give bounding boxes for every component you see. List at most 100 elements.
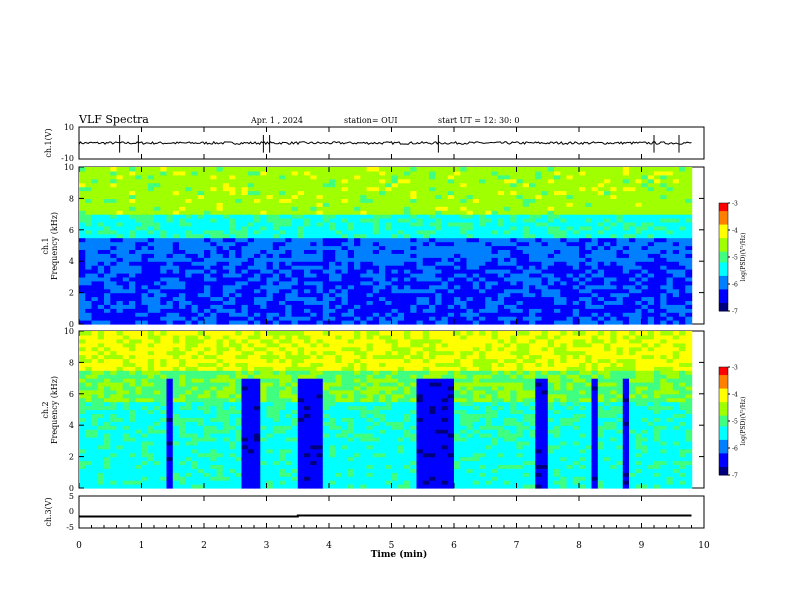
spectrogram-cell (154, 366, 161, 371)
spectrogram-cell (354, 233, 361, 239)
spectrogram-cell (210, 346, 218, 352)
spectrogram-cell (647, 276, 655, 282)
spectrogram-cell (354, 241, 361, 247)
spectrogram-cell (91, 304, 99, 309)
spectrogram-cell (516, 174, 524, 180)
spectrogram-cell (422, 218, 430, 223)
spectrogram-cell (347, 178, 355, 184)
spectrogram-cell (154, 476, 161, 481)
spectrogram-cell (341, 269, 349, 274)
spectrogram-cell (97, 304, 105, 309)
spectrogram-cell (97, 221, 105, 227)
spectrogram-cell (566, 261, 574, 266)
spectrogram-cell (329, 221, 336, 227)
spectrogram-cell (229, 429, 236, 434)
spectrogram-cell (454, 233, 461, 239)
spectrogram-cell (329, 245, 336, 250)
spectrogram-cell (222, 468, 230, 473)
spectrogram-cell (629, 300, 636, 305)
spectrogram-cell (616, 300, 624, 305)
spectrogram-cell (397, 233, 405, 239)
spectrogram-cell (635, 167, 643, 172)
spectrogram-cell (110, 362, 118, 367)
spectrogram-cell (185, 413, 193, 418)
spectrogram-cell (260, 280, 268, 286)
spectrogram-cell (135, 421, 143, 426)
spectrogram-cell (91, 257, 99, 262)
spectrogram-cell (404, 186, 411, 192)
spectrogram-cell (360, 202, 368, 207)
spectrogram-cell (616, 316, 624, 321)
spectrogram-cell (391, 241, 399, 247)
spectrogram-cell (591, 300, 599, 305)
spectrogram-cell (360, 269, 368, 274)
spectrogram-cell (91, 370, 99, 375)
spectrogram-cell (322, 276, 330, 282)
spectrogram-cell (110, 225, 118, 231)
spectrogram-cell (385, 225, 393, 231)
spectrogram-cell (222, 276, 230, 282)
station-label: station= OUI (344, 116, 398, 125)
spectrogram-cell (179, 190, 186, 196)
spectrogram-cell (529, 292, 536, 298)
spectrogram-cell (529, 261, 536, 266)
spectrogram-cell (341, 237, 349, 243)
spectrogram-cell (79, 362, 86, 367)
spectrogram-cell (541, 304, 549, 309)
spectrogram-cell (422, 296, 430, 301)
spectrogram-cell (222, 288, 230, 294)
spectrogram-cell (185, 338, 193, 344)
spectrogram-cell (410, 288, 418, 294)
spectrogram-cell (166, 186, 174, 192)
spectrogram-cell (179, 261, 186, 266)
spectrogram-cell (135, 276, 143, 282)
spectrogram-cell (479, 202, 486, 207)
spectrogram-cell (341, 233, 349, 239)
spectrogram-cell (535, 174, 543, 180)
spectrogram-cell (197, 338, 205, 344)
spectrogram-cell (329, 296, 336, 301)
spectrogram-cell (141, 374, 149, 379)
spectrogram-cell (135, 460, 143, 465)
spectrogram-cell (254, 170, 261, 176)
spectrogram-cell (429, 170, 436, 176)
spectrogram-cell (354, 194, 361, 199)
spectrogram-cell (147, 261, 155, 266)
spectrogram-cell (547, 296, 555, 301)
spectrogram-cell (160, 253, 168, 258)
spectrogram-cell (172, 464, 180, 469)
spectrogram-cell (410, 253, 418, 258)
spectrogram-cell (322, 316, 330, 321)
spectrogram-cell (541, 237, 549, 243)
spectrogram-cell (397, 284, 405, 290)
spectrogram-cell (310, 249, 318, 254)
spectrogram-cell (110, 334, 118, 340)
spectrogram-cell (122, 182, 130, 188)
spectrogram-cell (85, 417, 93, 422)
spectrogram-cell (141, 397, 149, 403)
spectrogram-cell (216, 480, 224, 485)
spectrogram-cell (429, 304, 436, 309)
spectrogram-cell (266, 296, 274, 301)
spectrogram-cell (129, 257, 136, 262)
spectrogram-cell (347, 269, 355, 274)
spectrogram-cell (454, 273, 461, 278)
spectrogram-cell (97, 464, 105, 469)
spectrogram-cell (185, 409, 193, 414)
spectrogram-cell (135, 292, 143, 298)
spectrogram-cell (97, 300, 105, 305)
spectrogram-cell (110, 245, 118, 250)
spectrogram-cell (666, 296, 674, 301)
spectrogram-cell (635, 218, 643, 223)
spectrogram-cell (141, 316, 149, 321)
spectrogram-cell (585, 186, 593, 192)
spectrogram-cell (479, 249, 486, 254)
spectrogram-cell (535, 304, 543, 309)
spectrogram-cell (479, 214, 486, 219)
spectrogram-cell (241, 276, 249, 282)
spectrogram-cell (135, 413, 143, 418)
spectrogram-cell (154, 190, 161, 196)
spectrogram-cell (385, 178, 393, 184)
spectrogram-cell (204, 233, 211, 239)
spectrogram-cell (97, 276, 105, 282)
